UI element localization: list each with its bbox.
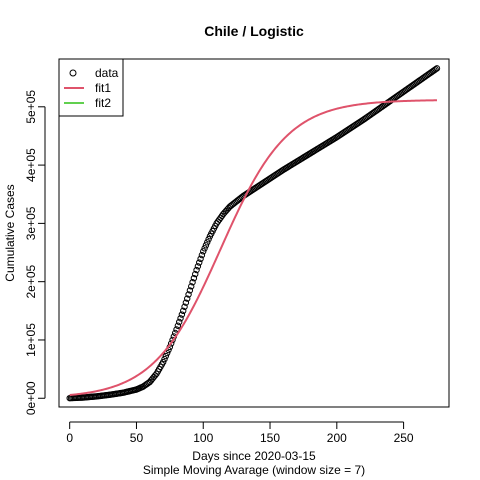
- data-point: [159, 358, 167, 366]
- data-point: [162, 352, 170, 360]
- fit-layer: [69, 99, 437, 397]
- data-point: [201, 245, 208, 252]
- fit1-line: [69, 99, 437, 397]
- data-point: [177, 315, 184, 322]
- data-point: [167, 340, 175, 347]
- data-point: [188, 283, 195, 290]
- y-tick-label: 3e+05: [24, 206, 38, 240]
- x-tick-label: 50: [130, 431, 144, 445]
- data-point: [174, 322, 182, 329]
- y-axis-label: Cumulative Cases: [3, 184, 17, 281]
- data-point: [190, 274, 198, 282]
- legend-label-fit1: fit1: [95, 81, 111, 95]
- data-point: [185, 291, 192, 298]
- data-point: [194, 263, 202, 270]
- data-point: [204, 239, 211, 246]
- data-point: [196, 259, 203, 266]
- x-axis-label: Days since 2020-03-15: [192, 449, 316, 463]
- x-tick-label: 150: [260, 431, 280, 445]
- legend-marker-data: [69, 69, 77, 77]
- data-point: [186, 287, 194, 294]
- y-tick-label: 2e+05: [24, 264, 38, 298]
- data-point: [163, 349, 171, 357]
- data-point: [192, 270, 199, 278]
- x-tick-label: 0: [66, 431, 73, 445]
- y-tick-label: 1e+05: [24, 323, 38, 357]
- x-axis-sublabel: Simple Moving Avarage (window size = 7): [143, 463, 365, 477]
- data-point: [184, 295, 191, 302]
- data-point: [205, 236, 212, 243]
- x-tick-label: 250: [394, 431, 414, 445]
- plot-area-border: [58, 58, 450, 408]
- data-point: [433, 65, 441, 72]
- data-point: [178, 311, 186, 318]
- legend-label-fit2: fit2: [95, 96, 111, 110]
- y-tick-label: 0e+00: [24, 381, 38, 415]
- data-layer: [66, 65, 441, 402]
- y-tick-label: 5e+05: [24, 90, 38, 124]
- data-point: [181, 303, 188, 310]
- y-tick-label: 4e+05: [24, 148, 38, 182]
- data-point: [193, 266, 200, 274]
- chart-title: Chile / Logistic: [204, 23, 304, 39]
- data-point: [197, 255, 204, 263]
- data-point: [200, 248, 207, 255]
- y-axis: 0e+00 1e+05 2e+05 3e+05 4e+05 5e+05: [24, 90, 46, 415]
- data-point: [198, 251, 206, 259]
- data-point: [176, 318, 183, 326]
- data-point: [161, 355, 168, 363]
- x-axis: 0 50 100 150 200 250: [66, 421, 414, 445]
- x-tick-label: 100: [193, 431, 213, 445]
- data-point: [432, 66, 439, 73]
- data-point: [202, 242, 210, 249]
- data-point: [189, 279, 196, 286]
- x-tick-label: 200: [327, 431, 347, 445]
- legend-label-data: data: [95, 66, 119, 80]
- data-point: [180, 307, 187, 315]
- data-point: [182, 299, 190, 306]
